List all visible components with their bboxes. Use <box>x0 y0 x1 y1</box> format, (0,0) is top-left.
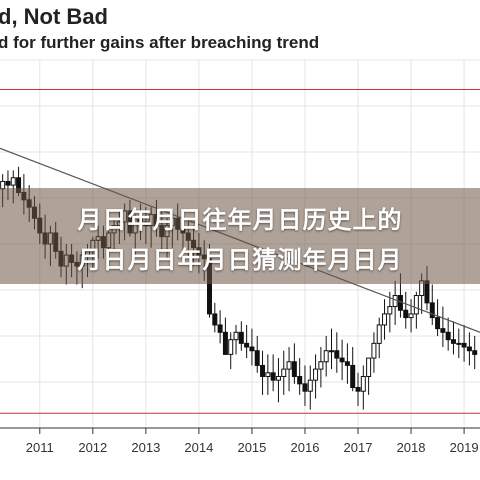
x-tick-label: 2019 <box>450 440 479 455</box>
candle-body <box>249 346 255 352</box>
candle-body <box>429 302 435 319</box>
x-axis: 2011 2012 2013 2014 2015 2016 2017 2018 2019 <box>0 427 480 455</box>
candle-body <box>286 361 292 370</box>
chart-title: d, Not Bad <box>0 4 108 29</box>
x-tick-label: 2013 <box>131 440 160 455</box>
candle-body <box>228 339 234 355</box>
candle-body <box>445 331 451 341</box>
candle-body <box>10 177 16 186</box>
candle-body <box>222 331 228 355</box>
candle-body <box>472 350 478 355</box>
candle-body <box>5 180 11 186</box>
candle-body <box>360 375 366 392</box>
candle-body <box>461 342 467 348</box>
x-tick-label: 2015 <box>237 440 266 455</box>
candle-body <box>456 342 462 345</box>
x-tick-label: 2011 <box>26 440 54 455</box>
x-tick-label: 2014 <box>184 440 213 455</box>
candle-body <box>212 313 218 326</box>
candle-body <box>387 306 393 315</box>
candle-body <box>355 387 361 392</box>
candle-body <box>302 383 308 392</box>
candle-body <box>413 295 419 315</box>
candle-body <box>281 368 287 377</box>
candle-body <box>260 364 266 377</box>
candle-body <box>323 350 329 363</box>
candle-body <box>291 361 297 377</box>
candle-body <box>238 331 244 344</box>
candle-body <box>297 375 303 385</box>
candle-body <box>307 379 313 392</box>
candle-body <box>350 364 356 389</box>
overlay-banner <box>0 188 480 284</box>
overlay-text-line-2: 月日月日年月日猜测年月日月 <box>77 246 403 274</box>
candle-body <box>334 350 340 359</box>
candle-body <box>270 372 276 381</box>
candle-body <box>376 324 382 344</box>
candle-body <box>366 357 372 377</box>
candle-body <box>265 372 271 377</box>
candle-body <box>244 342 250 348</box>
candle-body <box>382 313 388 326</box>
candle-body <box>344 361 350 366</box>
x-tick-label: 2012 <box>78 440 107 455</box>
candle-body <box>450 339 456 344</box>
candle-body <box>313 368 319 381</box>
candle-body <box>466 346 472 352</box>
candle-body <box>408 313 414 319</box>
candle-body <box>254 350 260 366</box>
x-tick-label: 2017 <box>344 440 373 455</box>
x-tick-label: 2016 <box>291 440 320 455</box>
candle-body <box>403 309 409 319</box>
candle-body <box>275 375 281 381</box>
candle-body <box>339 357 345 363</box>
range-lines <box>0 88 480 414</box>
candle-body <box>328 350 334 353</box>
candle-body <box>318 361 324 370</box>
overlay-text-line-1: 月日年月日往年月日历史上的 <box>77 206 403 234</box>
candle-body <box>424 280 430 304</box>
x-tick-label: 2018 <box>397 440 426 455</box>
candle-body <box>371 342 377 359</box>
chart-subtitle: d for further gains after breaching tren… <box>0 33 320 52</box>
candle-body <box>392 295 398 308</box>
candle-body <box>233 331 239 341</box>
candle-body <box>440 328 446 333</box>
candle-body <box>217 324 223 333</box>
candle-body <box>435 317 441 330</box>
